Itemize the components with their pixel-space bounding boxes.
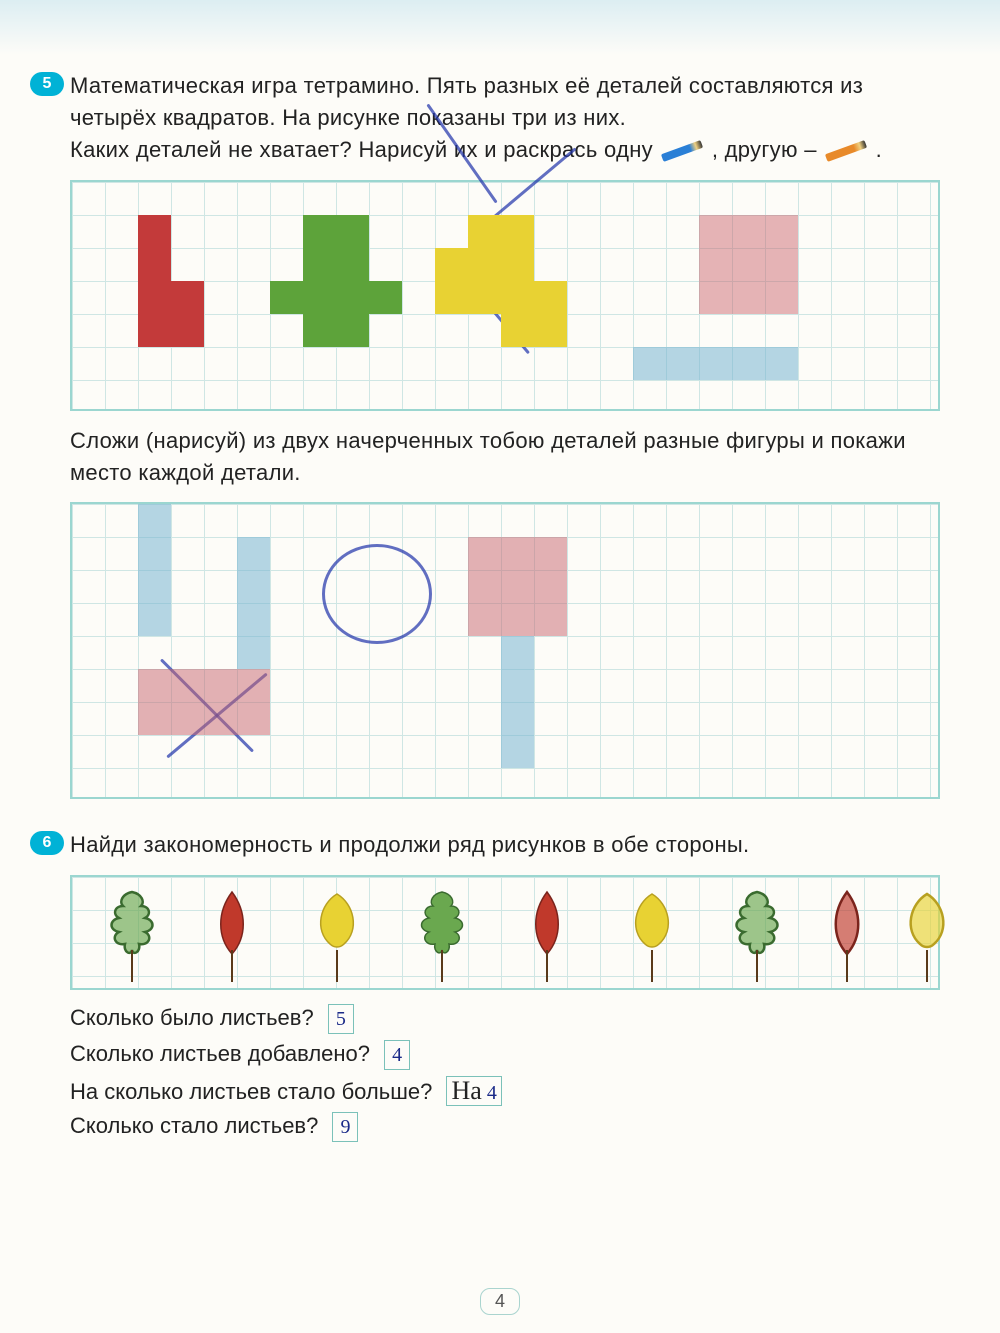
ex5-text-1: Математическая игра тетрамино. Пять разн… — [70, 70, 940, 134]
exercise-5: 5 Математическая игра тетрамино. Пять ра… — [70, 70, 940, 799]
q1-answer: 5 — [328, 1004, 354, 1034]
pencil-blue-icon — [661, 140, 703, 162]
exercise-6: 6 Найди закономерность и продолжи ряд ри… — [70, 829, 940, 1142]
q1-label: Сколько было листьев? — [70, 1005, 314, 1030]
leaf-almond — [812, 882, 882, 987]
leaf-almond — [197, 882, 267, 987]
ex5-text-2b: , другую – — [712, 137, 823, 162]
q2-answer: 4 — [384, 1040, 410, 1070]
leaf-pattern-grid — [70, 875, 940, 990]
ex5-text-3: Сложи (нарисуй) из двух начерченных тобо… — [70, 425, 940, 489]
exercise-number-badge: 5 — [30, 72, 64, 96]
q2-label: Сколько листьев добавлено? — [70, 1041, 370, 1066]
question-1: Сколько было листьев? 5 — [70, 1004, 940, 1034]
leaf-lime — [892, 882, 962, 987]
exercise-number-badge: 6 — [30, 831, 64, 855]
leaf-oak — [722, 882, 792, 987]
leaf-almond — [512, 882, 582, 987]
question-4: Сколько стало листьев? 9 — [70, 1112, 940, 1142]
ex6-text: Найди закономерность и продолжи ряд рису… — [70, 829, 940, 861]
ex5-text-2c: . — [876, 137, 882, 162]
q3-prefix: На — [451, 1076, 481, 1105]
tetromino-grid-2 — [70, 502, 940, 799]
leaf-oak — [407, 882, 477, 987]
leaf-lime — [617, 882, 687, 987]
ex5-text-2: Каких деталей не хватает? Нарисуй их и р… — [70, 134, 940, 166]
q3-num: 4 — [487, 1082, 497, 1104]
leaf-lime — [302, 882, 372, 987]
question-3: На сколько листьев стало больше? На 4 — [70, 1076, 940, 1106]
tetromino-grid-1: о — [70, 180, 940, 411]
pencil-orange-icon — [825, 140, 867, 162]
q4-label: Сколько стало листьев? — [70, 1113, 318, 1138]
question-2: Сколько листьев добавлено? 4 — [70, 1040, 940, 1070]
q4-answer: 9 — [332, 1112, 358, 1142]
q3-answer: На 4 — [446, 1076, 501, 1106]
leaf-oak — [97, 882, 167, 987]
page-number: 4 — [480, 1288, 520, 1315]
q3-label: На сколько листьев стало больше? — [70, 1079, 432, 1104]
